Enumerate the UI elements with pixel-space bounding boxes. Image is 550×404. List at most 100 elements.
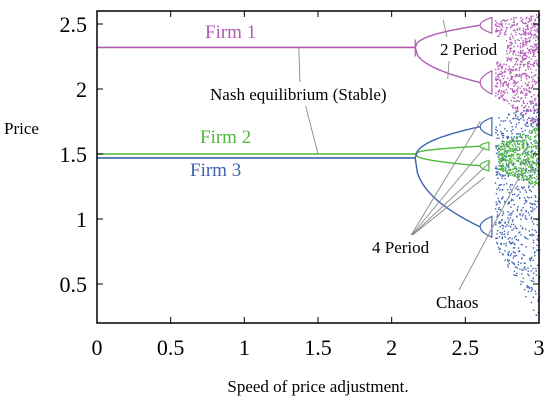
chaos-point	[520, 114, 523, 116]
chaos-point	[533, 24, 536, 26]
chaos-point	[526, 152, 529, 154]
chaos-point	[535, 168, 537, 170]
chaos-point	[521, 215, 524, 217]
chaos-point	[501, 198, 503, 200]
chaos-point	[525, 28, 528, 31]
chaos-point	[513, 274, 515, 276]
chaos-point	[499, 31, 502, 34]
chaos-point	[527, 110, 530, 112]
chaos-point	[499, 158, 501, 161]
chaos-point	[496, 203, 499, 205]
chaos-point	[516, 29, 519, 31]
chaos-point	[525, 73, 527, 75]
chaos-point	[531, 143, 534, 146]
chaos-point	[505, 154, 507, 156]
chaos-point	[535, 314, 537, 316]
chaos-point	[508, 163, 510, 165]
chaos-point	[505, 162, 508, 165]
chaos-point	[529, 27, 532, 29]
chaos-point	[508, 57, 510, 59]
chaos-point	[520, 170, 522, 173]
chaos-point	[509, 143, 511, 145]
chaos-point	[528, 75, 530, 78]
chaos-point	[521, 111, 523, 114]
chaos-point	[503, 81, 505, 83]
chaos-point	[499, 248, 501, 250]
chaos-point	[495, 147, 497, 149]
chaos-point	[513, 117, 515, 119]
chaos-point	[507, 233, 509, 235]
chaos-point	[498, 206, 500, 209]
chaos-point	[528, 157, 530, 159]
chaos-point	[513, 50, 516, 52]
chaos-point	[527, 68, 529, 70]
chaos-point	[522, 207, 524, 209]
chaos-point	[509, 172, 511, 175]
chaos-point	[507, 69, 509, 71]
y-tick-label: 1.5	[60, 142, 88, 167]
chaos-point	[501, 197, 504, 199]
chaos-point	[513, 236, 516, 239]
chaos-point	[537, 120, 539, 122]
chaos-point	[509, 169, 511, 171]
chaos-point	[530, 33, 532, 35]
chaos-point	[511, 184, 514, 186]
chaos-point	[505, 244, 507, 247]
chaos-point	[528, 18, 531, 20]
chaos-point	[519, 44, 522, 47]
chaos-point	[503, 71, 505, 73]
chaos-point	[515, 17, 517, 19]
chaos-point	[525, 191, 528, 193]
chaos-point	[523, 172, 525, 174]
chaos-point	[524, 175, 527, 177]
chaos-point	[525, 159, 527, 161]
chaos-point	[529, 259, 531, 262]
chaos-point	[516, 107, 519, 109]
chaos-point	[515, 57, 517, 59]
chaos-point	[495, 145, 497, 147]
chaos-point	[509, 38, 512, 41]
chaos-point	[525, 54, 527, 57]
chaos-point	[511, 141, 513, 143]
chaos-point	[518, 33, 521, 35]
chaos-point	[533, 53, 535, 55]
chaos-point	[531, 45, 534, 48]
chaos-point	[532, 25, 534, 27]
chaos-point	[509, 73, 511, 75]
chaos-point	[524, 38, 526, 40]
chaos-point	[519, 50, 522, 52]
period2-branch-firm-2	[414, 153, 481, 167]
chaos-point	[503, 33, 506, 36]
chaos-point	[499, 162, 501, 164]
chaos-point	[505, 150, 508, 152]
chaos-point	[524, 149, 526, 152]
chaos-point	[530, 20, 532, 22]
chaos-point	[506, 259, 509, 261]
annotation-chaos: Chaos	[436, 293, 479, 312]
chaos-point	[522, 27, 525, 30]
chaos-point	[527, 137, 530, 139]
chaos-point	[535, 74, 537, 76]
chaos-point	[497, 30, 500, 32]
chaos-point	[531, 180, 533, 183]
chaos-point	[530, 270, 532, 272]
chaos-point	[503, 155, 505, 157]
chaos-point	[529, 182, 532, 184]
chaos-point	[510, 58, 513, 60]
period4-loop-firm-1	[479, 69, 493, 96]
chaos-point	[512, 128, 514, 131]
annotation-leader-line	[409, 177, 485, 238]
chaos-point	[509, 254, 512, 257]
chaos-point	[529, 117, 531, 119]
chaos-point	[520, 225, 522, 227]
chaos-point	[524, 217, 527, 219]
chaos-point	[530, 101, 532, 104]
chaos-point	[534, 171, 536, 173]
chaos-point	[533, 109, 535, 111]
chaos-point	[507, 141, 509, 143]
chaos-point	[516, 159, 518, 162]
chaos-point	[498, 168, 501, 170]
chaos-point	[528, 158, 530, 161]
y-tick-label: 0.5	[60, 272, 88, 297]
chaos-point	[526, 285, 529, 287]
